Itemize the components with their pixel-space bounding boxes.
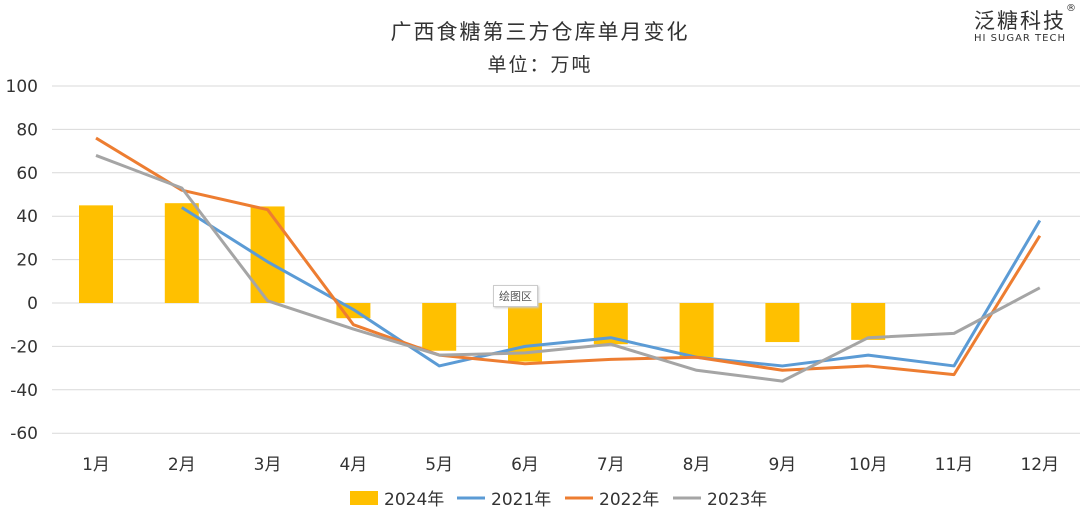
logo-en: HI SUGAR TECH — [974, 33, 1066, 44]
logo-reg: ® — [1066, 3, 1076, 14]
bar-2024年 — [79, 205, 113, 303]
bar-2024年 — [164, 203, 199, 303]
legend-label: 2024年 — [384, 490, 444, 510]
logo: 泛糖科技 HI SUGAR TECH ® — [974, 3, 1076, 44]
y-tick-label: 40 — [16, 207, 38, 227]
x-tick-label: 8月 — [683, 455, 711, 475]
bar-2024年 — [679, 303, 714, 358]
y-tick-label: 80 — [16, 120, 38, 140]
x-tick-label: 10月 — [849, 455, 888, 475]
y-tick-label: 60 — [16, 164, 38, 184]
legend-label: 2021年 — [491, 490, 551, 510]
bar-2024年 — [851, 303, 886, 340]
legend-label: 2023年 — [707, 490, 767, 510]
x-tick-label: 11月 — [935, 455, 974, 475]
x-tick-label: 1月 — [82, 455, 110, 475]
chart-subtitle: 单位：万吨 — [487, 54, 593, 76]
y-tick-label: 100 — [6, 77, 38, 97]
x-tick-label: 12月 — [1020, 455, 1059, 475]
y-tick-label: -40 — [10, 381, 38, 401]
x-tick-label: 4月 — [339, 455, 367, 475]
bar-2024年 — [765, 303, 800, 343]
bar-2024年 — [422, 303, 457, 351]
y-tick-label: -60 — [10, 424, 38, 444]
x-tick-label: 2月 — [168, 455, 196, 475]
x-tick-label: 9月 — [768, 455, 796, 475]
x-tick-label: 3月 — [254, 455, 282, 475]
line-2023年 — [95, 154, 1041, 383]
x-tick-label: 6月 — [511, 455, 539, 475]
y-tick-label: 20 — [16, 251, 38, 271]
legend-label: 2022年 — [599, 490, 659, 510]
x-tick-label: 5月 — [425, 455, 453, 475]
x-tick-label: 7月 — [597, 455, 625, 475]
plot-area-tooltip: 绘图区 — [493, 285, 538, 307]
line-2022年 — [95, 136, 1042, 377]
y-tick-label: -20 — [10, 337, 38, 357]
chart-title: 广西食糖第三方仓库单月变化 — [390, 20, 690, 44]
y-tick-label: 0 — [27, 294, 38, 314]
logo-cn: 泛糖科技 — [974, 9, 1066, 33]
legend-swatch — [350, 491, 378, 505]
